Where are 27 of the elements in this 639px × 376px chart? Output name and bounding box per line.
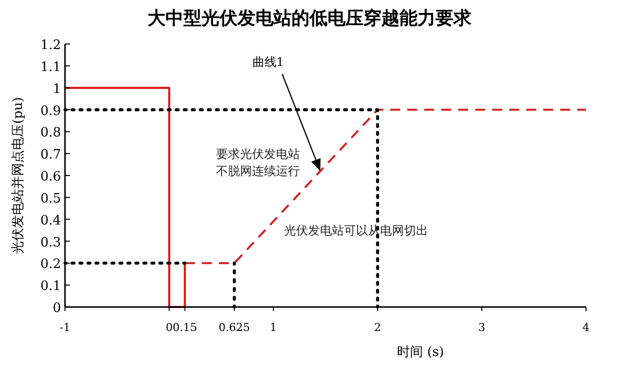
y-tick-label: 0.5 bbox=[40, 191, 61, 206]
y-tick-label: 0.1 bbox=[40, 279, 61, 294]
y-tick-label: 0.6 bbox=[40, 170, 61, 184]
y-tick-label: 0.8 bbox=[40, 126, 61, 141]
x-tick-label: 1 bbox=[270, 321, 277, 334]
y-tick-label: 0.2 bbox=[40, 257, 61, 272]
annotation: 要求光伏发电站不脱网连续运行 bbox=[216, 146, 300, 178]
y-tick-label: 0.3 bbox=[40, 235, 61, 250]
annotation: 光伏发电站可以从电网切出 bbox=[284, 224, 428, 238]
y-tick-label: 1.1 bbox=[40, 60, 61, 75]
y-tick-label: 0 bbox=[52, 301, 61, 316]
y-axis-title: 光伏发电站并网点电压(pu) bbox=[11, 97, 26, 254]
annotation: 曲线1 bbox=[252, 54, 284, 69]
y-tick-label: 0.9 bbox=[40, 104, 61, 119]
x-tick-label: 0 bbox=[166, 321, 173, 334]
x-tick-label: 0.625 bbox=[218, 321, 250, 334]
y-tick-label: 1 bbox=[52, 82, 61, 97]
x-tick-label: 2 bbox=[374, 321, 382, 334]
x-tick-label: 3 bbox=[478, 321, 486, 334]
x-tick-label: 0.15 bbox=[172, 321, 198, 334]
y-tick-label: 0.7 bbox=[40, 148, 61, 163]
y-tick-label: 1.2 bbox=[40, 38, 61, 53]
chart-title: 大中型光伏发电站的低电压穿越能力要求 bbox=[146, 8, 472, 29]
x-axis-title: 时间 (s) bbox=[397, 345, 444, 360]
x-tick-label: -1 bbox=[60, 321, 70, 334]
y-tick-label: 0.4 bbox=[40, 213, 61, 228]
x-tick-label: 4 bbox=[582, 321, 590, 334]
